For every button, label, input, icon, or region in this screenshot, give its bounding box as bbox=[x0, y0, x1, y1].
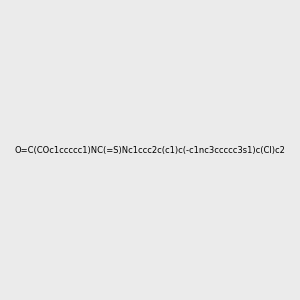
Text: O=C(COc1ccccc1)NC(=S)Nc1ccc2c(c1)c(-c1nc3ccccc3s1)c(Cl)c2: O=C(COc1ccccc1)NC(=S)Nc1ccc2c(c1)c(-c1nc… bbox=[15, 146, 285, 154]
